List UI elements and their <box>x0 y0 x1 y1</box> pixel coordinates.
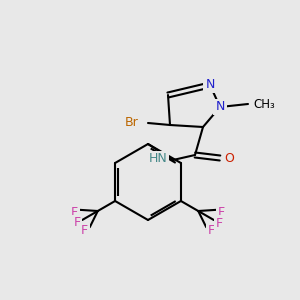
Text: F: F <box>74 217 80 230</box>
Text: N: N <box>215 100 225 113</box>
Text: CH₃: CH₃ <box>253 98 275 110</box>
Text: F: F <box>81 224 88 237</box>
Text: F: F <box>215 217 223 230</box>
Text: O: O <box>224 152 234 164</box>
Text: F: F <box>218 206 225 219</box>
Text: F: F <box>71 206 78 219</box>
Text: N: N <box>205 79 215 92</box>
Text: HN: HN <box>148 152 167 166</box>
Text: Br: Br <box>124 116 138 130</box>
Text: F: F <box>208 224 215 237</box>
